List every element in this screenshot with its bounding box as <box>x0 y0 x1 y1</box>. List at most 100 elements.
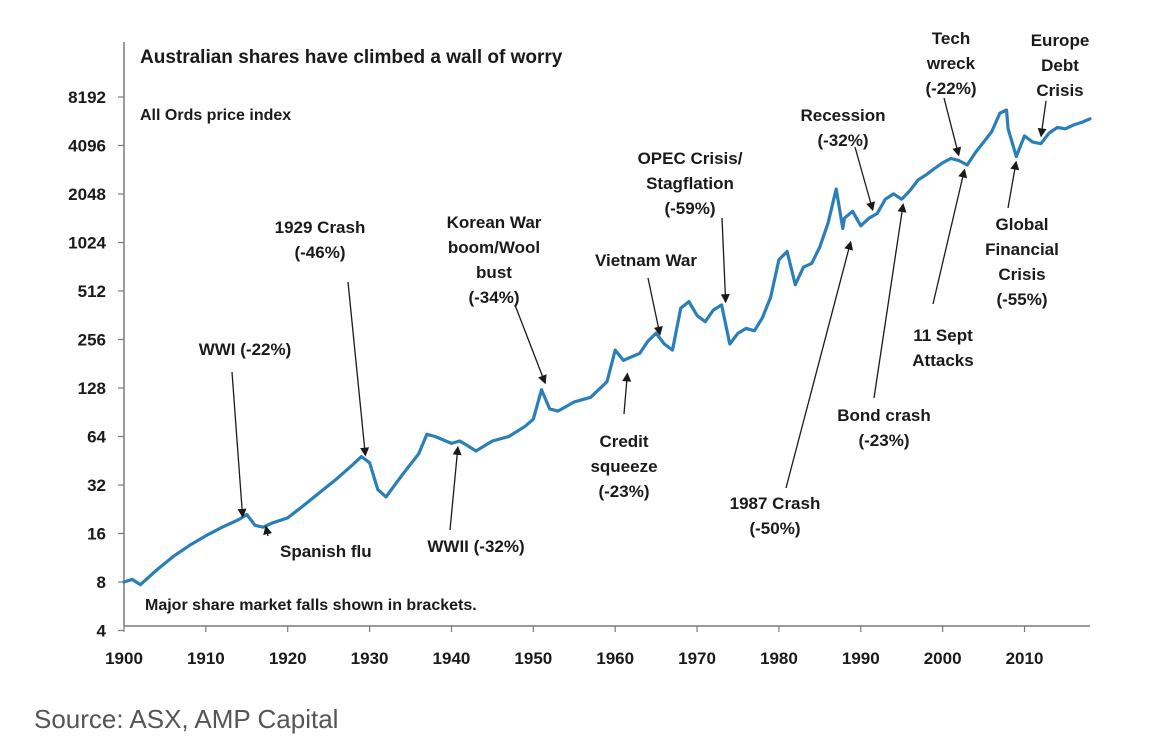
annotation-arrow <box>647 277 661 333</box>
annotation-arrowhead <box>263 525 272 536</box>
x-tick-label: 1950 <box>514 649 552 668</box>
annotation: Credit squeeze (-23%) <box>590 372 658 501</box>
annotation: Korean War boom/Wool bust (-34%) <box>447 213 547 385</box>
annotation-text: (-59%) <box>664 199 715 218</box>
chart-title: Australian shares have climbed a wall of… <box>140 47 563 68</box>
annotation-text: Vietnam War <box>595 251 697 270</box>
annotation: 1929 Crash (-46%) <box>275 218 370 457</box>
annotation: Global Financial Crisis <box>985 160 1059 284</box>
annotation-text: 1929 Crash <box>275 218 366 237</box>
annotation-arrow <box>449 448 459 531</box>
annotation-arrow <box>231 371 244 515</box>
y-tick-label: 256 <box>78 331 106 350</box>
y-tick-label: 8 <box>97 573 106 592</box>
y-tick-label: 512 <box>78 282 106 301</box>
annotation-arrowhead <box>1037 127 1047 138</box>
annotation-text: (-50%) <box>749 519 800 538</box>
x-tick-label: 1910 <box>187 649 225 668</box>
annotation-text: Credit <box>599 432 648 451</box>
annotation-text: Debt <box>1041 56 1079 75</box>
annotation: Recession (-32%) <box>800 106 886 212</box>
y-tick-label: 32 <box>87 476 106 495</box>
annotation-arrowhead <box>844 240 854 251</box>
annotation-text: 1987 Crash <box>730 494 821 513</box>
x-tick-label: 1930 <box>351 649 389 668</box>
annotation-arrow <box>1007 163 1017 209</box>
annotation-text: (-22%) <box>925 79 976 98</box>
x-tick-label: 1990 <box>842 649 880 668</box>
annotations: WWI (-22%) Spanish flu 1929 Crash (-46%) Kor… <box>199 29 1090 561</box>
annotation-arrowhead <box>538 374 547 385</box>
annotation-arrow <box>943 97 959 154</box>
chart-footnote: Major share market falls shown in bracke… <box>145 597 477 614</box>
annotation-arrowhead <box>452 445 462 456</box>
annotation-arrow <box>873 205 904 399</box>
annotation-arrow <box>721 217 727 301</box>
annotation-text: WWI (-22%) <box>199 340 292 359</box>
y-tick-label: 2048 <box>68 185 106 204</box>
y-tick-label: 16 <box>87 525 106 544</box>
annotation-text: bust <box>476 263 512 282</box>
annotation-arrowhead <box>360 447 370 457</box>
annotation: WWII (-32%) <box>427 445 525 556</box>
annotation-text: Global <box>996 215 1049 234</box>
annotation-text: Bond crash <box>837 406 931 425</box>
annotation-text: (-32%) <box>817 131 868 150</box>
annotation-arrow <box>854 146 873 209</box>
y-tick-label: 64 <box>87 428 106 447</box>
tick-labels: 4 8 16 32 64 128 256 512 1024 2048 4096 8192 1900 191… <box>68 88 1043 668</box>
y-tick-label: 4096 <box>68 137 106 156</box>
y-tick-label: 4 <box>97 622 107 641</box>
annotation-arrowhead <box>720 294 730 304</box>
series-line <box>122 108 1092 587</box>
annotation-text: (-23%) <box>858 431 909 450</box>
x-tick-label: 1900 <box>105 649 143 668</box>
x-tick-label: 1920 <box>269 649 307 668</box>
annotation-text: Crisis <box>1036 81 1083 100</box>
annotation: OPEC Crisis/Stagflation (-59%) <box>638 149 743 304</box>
annotation-arrowhead <box>237 508 247 518</box>
annotation-text: wreck <box>926 54 976 73</box>
chart-subtitle: All Ords price index <box>140 107 291 124</box>
y-tick-label: 8192 <box>68 88 106 107</box>
annotation-text: (-23%) <box>598 482 649 501</box>
x-tick-label: 1940 <box>433 649 471 668</box>
annotation-arrowhead <box>1010 160 1020 171</box>
annotation: 1987 Crash (-50%) <box>730 240 854 538</box>
annotation-text: (-55%) <box>996 290 1047 309</box>
source-note: Source: ASX, AMP Capital <box>34 704 339 734</box>
y-tick-label: 1024 <box>68 234 106 253</box>
annotation-arrow <box>623 375 628 415</box>
annotation-text: OPEC Crisis/ <box>638 149 743 168</box>
annotation: WWI (-22%) <box>199 340 292 518</box>
annotation-text: Attacks <box>912 351 973 370</box>
annotation-text: (-46%) <box>294 243 345 262</box>
annotation-arrowhead <box>897 203 907 213</box>
annotation-arrow <box>932 171 965 305</box>
annotation: Bond crash (-23%) <box>837 203 931 450</box>
x-tick-label: 1960 <box>596 649 634 668</box>
annotation-arrow <box>514 304 546 382</box>
annotation: 11 Sept Attacks <box>912 168 974 370</box>
annotation: Europe Debt Crisis <box>1031 31 1090 138</box>
annotation-text: Europe <box>1031 31 1090 50</box>
annotation-arrow <box>347 281 366 454</box>
annotation-text: (-34%) <box>468 288 519 307</box>
x-tick-label: 1970 <box>678 649 716 668</box>
x-tick-label: 2010 <box>1006 649 1044 668</box>
annotation: (-55%) <box>996 290 1047 309</box>
annotation-text: Recession <box>800 106 885 125</box>
annotation-arrowhead <box>653 326 663 336</box>
annotation-text: boom/Wool <box>448 238 540 257</box>
annotation-arrow <box>785 243 851 489</box>
annotation: Spanish flu <box>263 525 372 561</box>
annotation-arrowhead <box>958 168 968 179</box>
annotation-text: squeeze <box>590 457 657 476</box>
y-tick-label: 128 <box>78 379 106 398</box>
x-tick-label: 1980 <box>760 649 798 668</box>
annotation-text: Spanish flu <box>280 542 372 561</box>
annotation: Vietnam War <box>595 251 697 336</box>
annotation-text: Financial <box>985 240 1059 259</box>
annotation: Tech wreck (-22%) <box>925 29 977 157</box>
